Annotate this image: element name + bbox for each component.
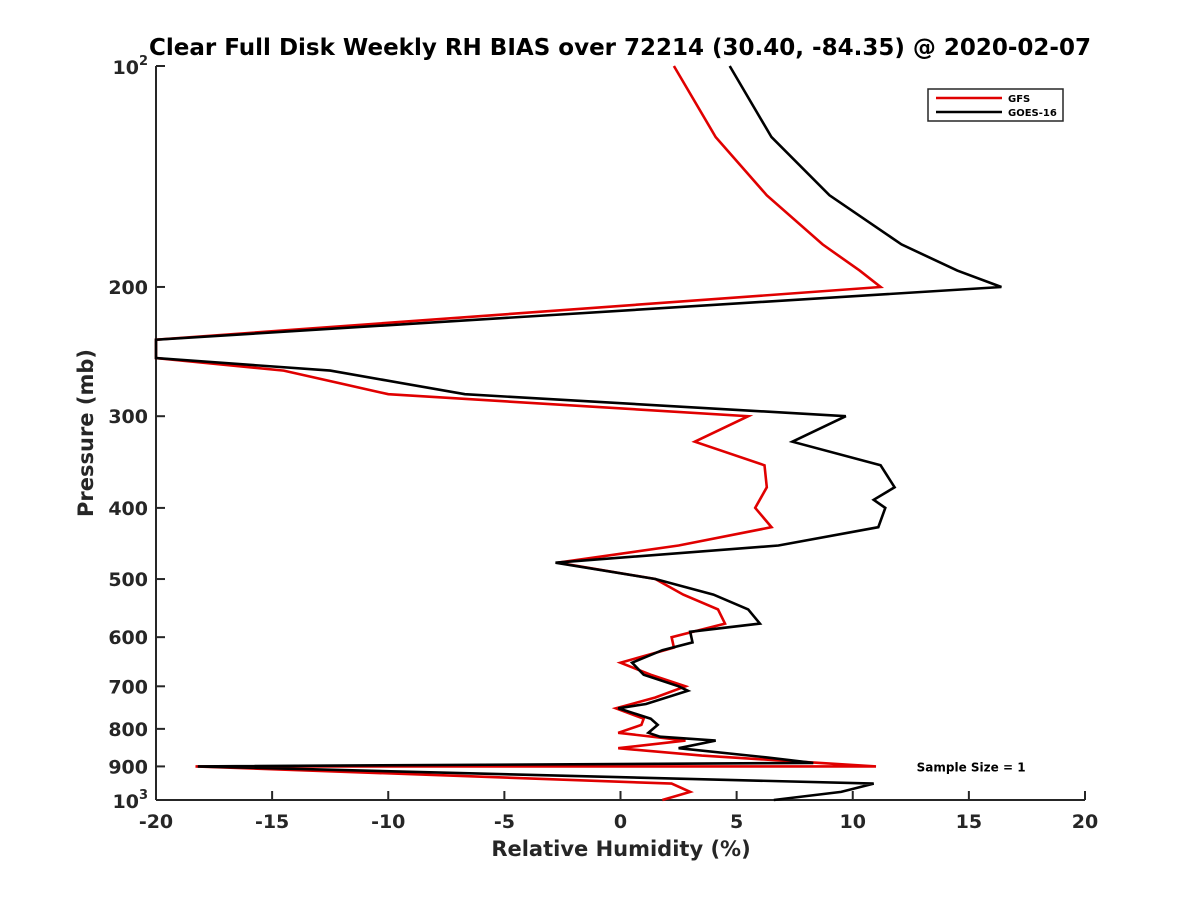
sample-size-annotation: Sample Size = 1: [917, 760, 1026, 774]
y-tick-label: 400: [108, 498, 148, 520]
x-axis-ticks: -20 -15 -10 -5 0 5 10 15 20: [139, 791, 1098, 833]
y-tick-label-power: 103: [113, 788, 149, 813]
x-tick-label: 5: [730, 811, 743, 833]
legend-box: [927, 88, 1064, 122]
y-tick-label: 600: [108, 627, 148, 649]
x-tick-label: 15: [956, 811, 982, 833]
chart-title: Clear Full Disk Weekly RH BIAS over 7221…: [149, 35, 1091, 61]
legend-label: GFS: [1008, 94, 1030, 105]
y-tick-label: 800: [108, 719, 148, 741]
x-tick-label: 10: [840, 811, 866, 833]
y-tick-label-power: 102: [113, 54, 149, 79]
x-axis-label: Relative Humidity (%): [491, 837, 750, 861]
series-lines: [154, 65, 1002, 802]
x-tick-label: -10: [371, 811, 405, 833]
y-tick-label: 500: [108, 569, 148, 591]
x-tick-label: -5: [494, 811, 515, 833]
legend: GFS GOES-16: [927, 88, 1064, 122]
annotations: Sample Size = 1: [917, 760, 1026, 774]
y-axis-label: Pressure (mb): [74, 349, 98, 517]
x-tick-label: 0: [614, 811, 627, 833]
x-tick-label: 20: [1072, 811, 1098, 833]
y-tick-label: 200: [108, 277, 148, 299]
y-tick-label: 900: [108, 756, 148, 778]
y-tick-label: 700: [108, 676, 148, 698]
legend-label: GOES-16: [1008, 108, 1057, 119]
x-tick-label: -15: [255, 811, 289, 833]
y-tick-label: 300: [108, 406, 148, 428]
x-tick-label: -20: [139, 811, 173, 833]
series-line-goes-16: [154, 65, 1002, 802]
y-axis-ticks: 102 200 300 400 500 600 700 800 900 103: [108, 54, 165, 813]
